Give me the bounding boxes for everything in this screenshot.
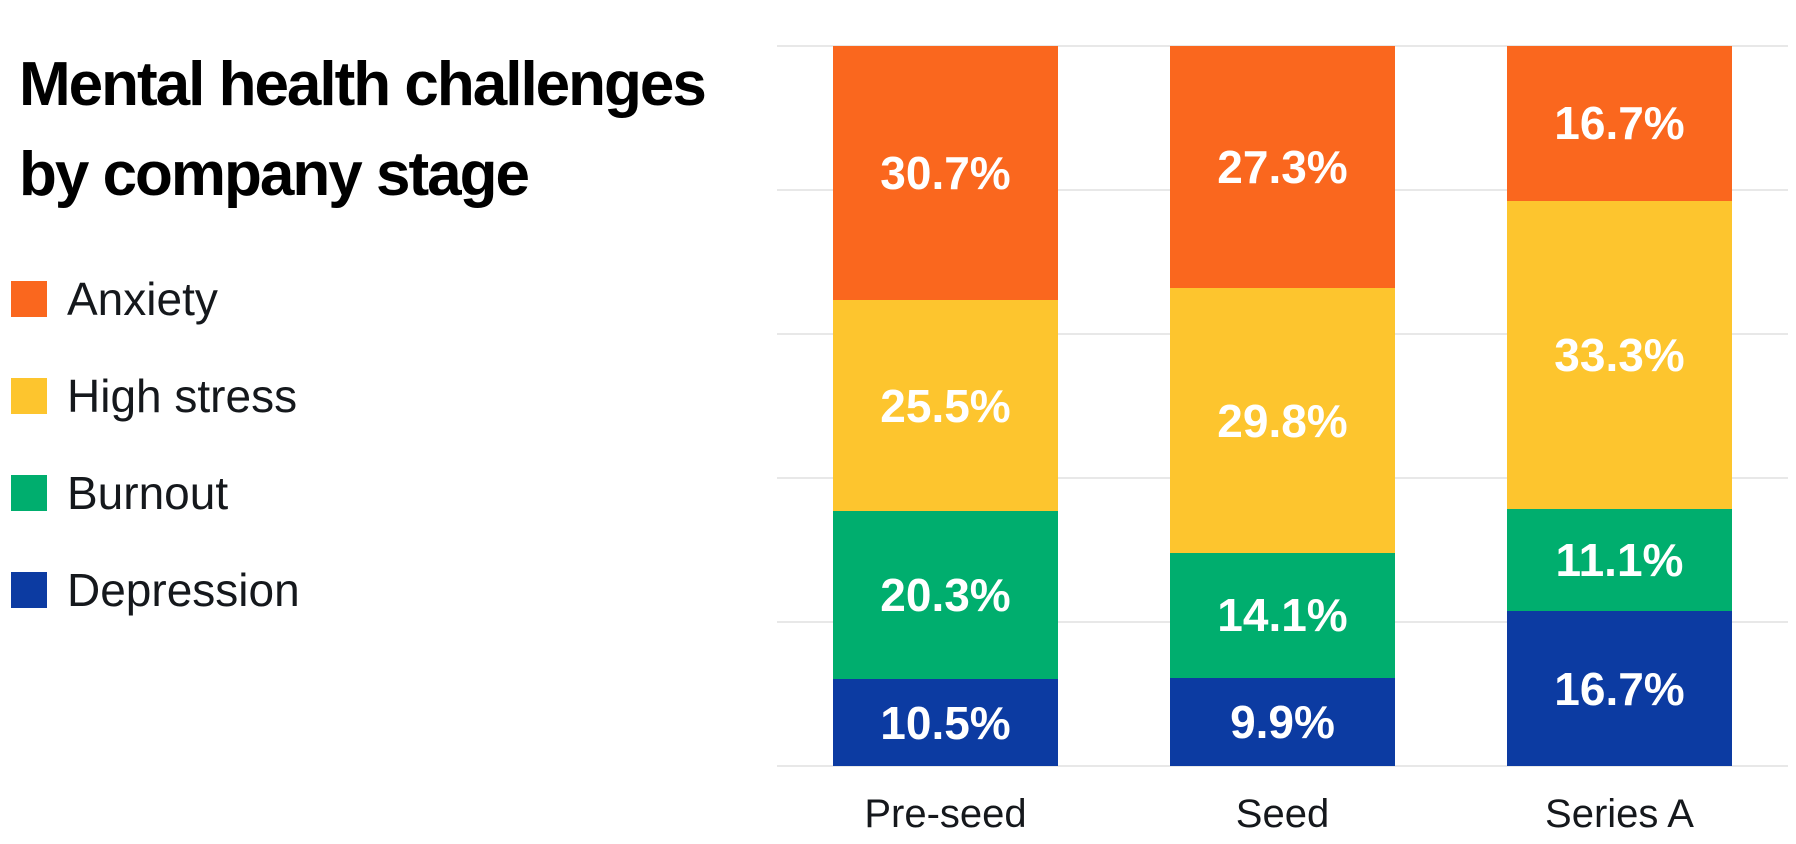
bar-segment-high-stress: 25.5% [833, 300, 1058, 512]
bar-segment-anxiety: 16.7% [1507, 46, 1732, 201]
legend-swatch-depression-icon [11, 572, 47, 608]
legend-item-label: Anxiety [67, 273, 218, 325]
legend-item-label: Depression [67, 564, 300, 616]
legend-swatch-anxiety-icon [11, 281, 47, 317]
bar-segment-value: 11.1% [1555, 534, 1684, 587]
bar-segment-high-stress: 33.3% [1507, 200, 1732, 509]
bar-segment-anxiety: 30.7% [833, 46, 1058, 301]
legend-item-depression: Depression [11, 567, 300, 613]
legend-swatch-high-stress-icon [11, 378, 47, 414]
axis-label-seed: Seed [1235, 792, 1330, 836]
bar-segment-value: 33.3% [1554, 328, 1685, 381]
bar-segment-value: 16.7% [1554, 662, 1685, 715]
bar-segment-depression: 9.9% [1170, 678, 1395, 766]
bar-series-a: 16.7% 33.3% 11.1% 16.7% [1507, 46, 1732, 766]
page-title: Mental health challenges by company stag… [19, 50, 707, 209]
bar-segment-burnout: 20.3% [833, 511, 1058, 680]
axis-label-pre-seed: Pre-seed [864, 792, 1027, 836]
bar-segment-value: 16.7% [1554, 97, 1685, 150]
legend-item-label: High stress [67, 370, 298, 422]
bar-segment-value: 30.7% [880, 147, 1011, 200]
gridline [777, 765, 1788, 767]
bar-segment-anxiety: 27.3% [1170, 46, 1395, 289]
bar-segment-value: 14.1% [1217, 589, 1348, 642]
bar-segment-depression: 10.5% [833, 679, 1058, 766]
legend-item-high-stress: High stress [11, 373, 300, 419]
legend-swatch-burnout-icon [11, 475, 47, 511]
chart-plot-area: 30.7% 25.5% 20.3% 10.5% 27.3% 29.8% 14.1% 9.9% 1… [777, 45, 1788, 767]
legend-item-anxiety: Anxiety [11, 276, 300, 322]
bar-segment-value: 27.3% [1217, 141, 1348, 194]
bar-seed: 27.3% 29.8% 14.1% 9.9% [1170, 46, 1395, 766]
bar-segment-burnout: 11.1% [1507, 508, 1732, 612]
bar-segment-depression: 16.7% [1507, 611, 1732, 766]
bar-segment-value: 25.5% [880, 379, 1011, 432]
bar-pre-seed: 30.7% 25.5% 20.3% 10.5% [833, 46, 1058, 766]
bar-segment-burnout: 14.1% [1170, 552, 1395, 679]
bar-segment-high-stress: 29.8% [1170, 288, 1395, 553]
bar-segment-value: 29.8% [1217, 394, 1348, 447]
legend: Anxiety High stress Burnout Depression [11, 276, 300, 669]
bar-segment-value: 9.9% [1230, 696, 1335, 749]
legend-item-label: Burnout [67, 467, 229, 519]
axis-label-series-a: Series A [1545, 792, 1694, 836]
legend-item-burnout: Burnout [11, 470, 300, 516]
bar-segment-value: 10.5% [880, 696, 1011, 749]
bar-segment-value: 20.3% [880, 569, 1011, 622]
